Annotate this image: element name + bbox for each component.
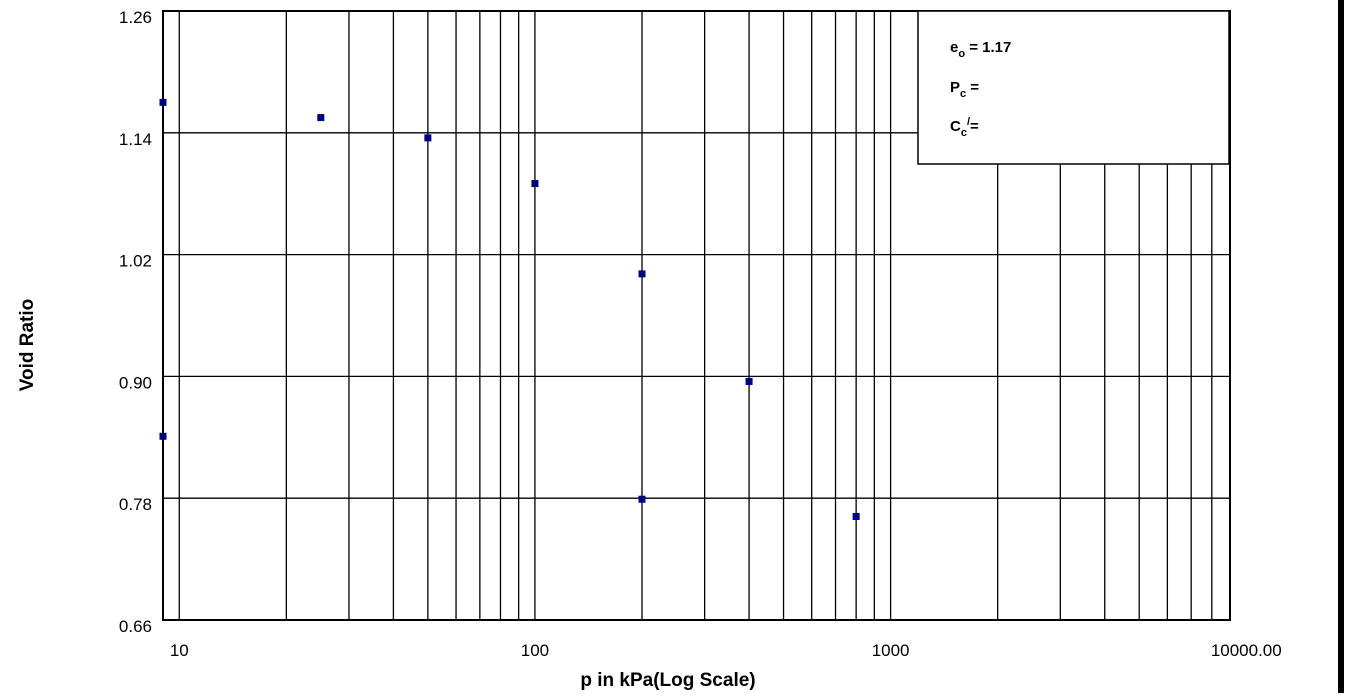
data-point bbox=[159, 98, 167, 106]
window-edge-bar bbox=[1338, 0, 1344, 693]
x-tick-labels: 10 100 1000 10000.00 bbox=[170, 641, 1282, 660]
grid bbox=[163, 11, 1230, 620]
x-tick-label: 1000 bbox=[872, 641, 910, 660]
x-tick-label: 100 bbox=[521, 641, 549, 660]
data-point bbox=[424, 134, 432, 142]
y-tick-label: 1.26 bbox=[119, 8, 152, 27]
legend-box: eo = 1.17 Pc = Cc/= bbox=[917, 10, 1230, 165]
data-point bbox=[638, 495, 646, 503]
legend-frame bbox=[917, 10, 1230, 165]
y-tick-label: 1.02 bbox=[119, 252, 152, 271]
legend-line: Cc/= bbox=[950, 116, 979, 139]
data-point bbox=[852, 512, 860, 520]
x-tick-label: 10000.00 bbox=[1211, 641, 1282, 660]
x-tick-label: 10 bbox=[170, 641, 189, 660]
plot-frame bbox=[162, 10, 1231, 621]
data-point bbox=[159, 432, 167, 440]
legend-line: eo = 1.17 bbox=[950, 39, 1011, 60]
data-point bbox=[745, 377, 753, 385]
y-tick-labels: 1.26 1.14 1.02 0.90 0.78 0.66 bbox=[119, 8, 152, 636]
legend-lines: eo = 1.17 Pc = Cc/= bbox=[950, 39, 1011, 139]
y-tick-label: 0.78 bbox=[119, 495, 152, 514]
y-axis-title: Void Ratio bbox=[17, 299, 38, 392]
data-point bbox=[531, 180, 539, 188]
data-point bbox=[638, 270, 646, 278]
data-points bbox=[159, 98, 860, 520]
y-tick-label: 1.14 bbox=[119, 130, 152, 149]
legend-line: Pc = bbox=[950, 79, 979, 100]
x-axis-title: p in kPa(Log Scale) bbox=[580, 670, 755, 691]
y-tick-label: 0.90 bbox=[119, 373, 152, 392]
y-tick-label: 0.66 bbox=[119, 617, 152, 636]
data-point bbox=[317, 114, 325, 122]
